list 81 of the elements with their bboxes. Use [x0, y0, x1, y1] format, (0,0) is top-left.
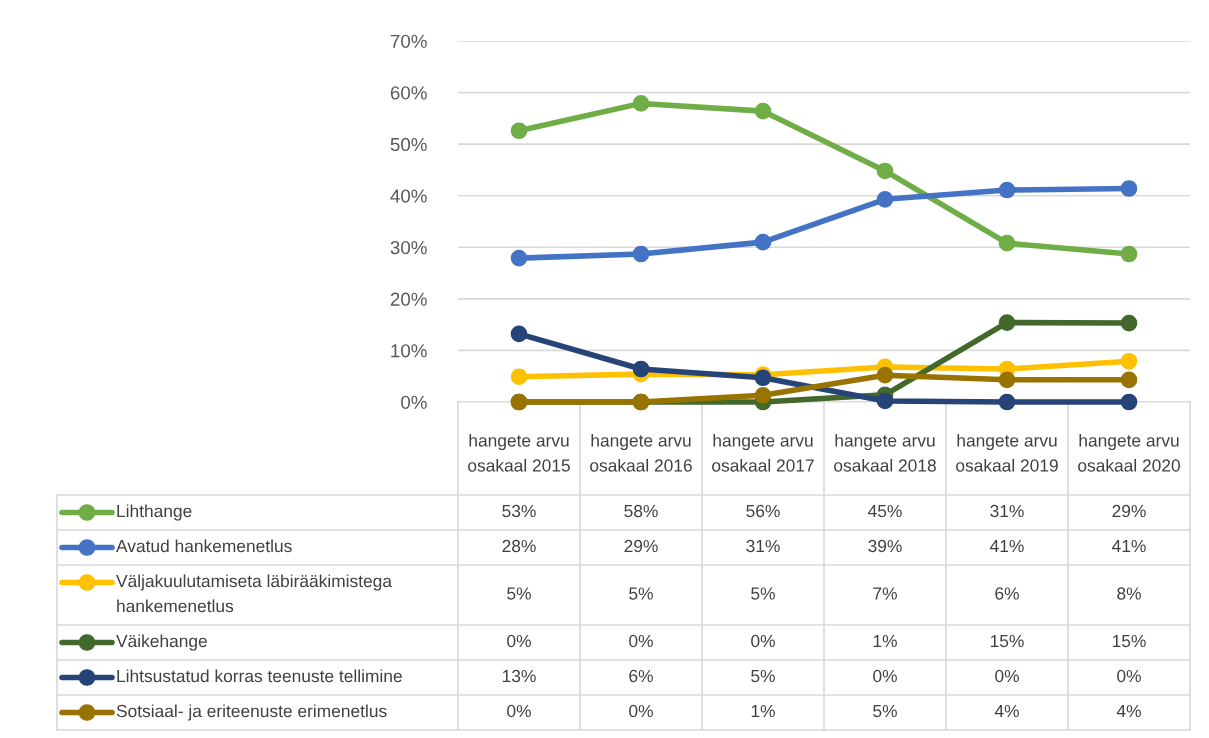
- legend-label: Väikehange: [116, 634, 207, 651]
- data-label: 31%: [746, 539, 780, 553]
- point: [510, 122, 528, 140]
- data-label: 0%: [507, 704, 531, 718]
- point: [754, 102, 772, 120]
- point: [754, 233, 772, 251]
- data-label: 39%: [868, 539, 902, 553]
- point: [998, 371, 1016, 389]
- data-label: 5%: [873, 704, 897, 718]
- point: [1120, 393, 1138, 411]
- point: [998, 181, 1016, 199]
- data-label: 45%: [868, 504, 902, 518]
- data-label: 31%: [990, 504, 1024, 518]
- point: [1120, 314, 1138, 332]
- data-label: 53%: [502, 504, 536, 518]
- point: [876, 190, 894, 208]
- point: [998, 393, 1016, 411]
- y-tick-label: 30%: [390, 240, 427, 255]
- data-label: 0%: [873, 669, 897, 683]
- point: [876, 162, 894, 180]
- data-label: 6%: [995, 587, 1019, 600]
- point: [510, 325, 528, 343]
- legend-label: Väljakuulutamiseta läbirääkimistega hankemenetlus: [116, 574, 392, 613]
- data-label: 0%: [629, 704, 653, 718]
- data-label: 0%: [507, 634, 531, 648]
- data-label: 29%: [1112, 504, 1146, 518]
- data-label: 58%: [624, 504, 658, 518]
- y-tick-label: 10%: [391, 344, 427, 358]
- data-label: 5%: [629, 587, 653, 600]
- data-label: 5%: [751, 587, 775, 600]
- data-label: 7%: [873, 587, 897, 600]
- data-label: 13%: [502, 669, 536, 683]
- data-label: 1%: [873, 634, 897, 648]
- x-tick-label: hangete arvu osakaal 2020: [1078, 433, 1180, 472]
- x-tick-label: hangete arvu osakaal 2017: [712, 433, 814, 472]
- legend-label: Avatud hankemenetlus: [116, 539, 292, 553]
- data-label: 8%: [1117, 587, 1141, 600]
- data-label: 0%: [995, 669, 1019, 683]
- x-tick-label: hangete arvu osakaal 2016: [590, 433, 692, 472]
- point: [1120, 371, 1138, 389]
- point: [876, 366, 894, 384]
- legend-label: Sotsiaal- ja eriteenuste erimenetlus: [116, 704, 387, 721]
- data-label: 15%: [1112, 634, 1146, 648]
- point: [1120, 245, 1138, 263]
- y-tick-label: 0%: [401, 395, 427, 409]
- data-label: 15%: [990, 634, 1024, 648]
- data-label: 0%: [1117, 669, 1141, 683]
- point: [998, 314, 1016, 331]
- y-tick-label: 60%: [390, 86, 427, 100]
- data-label: 5%: [751, 669, 775, 683]
- data-label: 6%: [629, 669, 653, 683]
- legend-label: Lihtsustatud korras teenuste tellimine: [117, 669, 402, 683]
- data-label: 0%: [629, 634, 653, 648]
- data-label: 1%: [751, 704, 775, 718]
- data-label: 4%: [994, 704, 1019, 718]
- y-tick-label: 20%: [390, 292, 427, 306]
- data-label: 29%: [624, 539, 658, 553]
- point: [510, 249, 528, 267]
- x-tick-label: hangete arvu osakaal 2018: [834, 433, 936, 472]
- data-label: 0%: [751, 634, 775, 648]
- point: [510, 368, 528, 386]
- point: [632, 95, 650, 112]
- point: [632, 360, 650, 378]
- data-label: 41%: [1112, 539, 1146, 553]
- point: [1120, 180, 1138, 197]
- data-label: 56%: [746, 504, 780, 518]
- y-tick-label: 50%: [390, 137, 427, 152]
- y-tick-label: 40%: [390, 189, 427, 203]
- x-tick-label: hangete arvu osakaal 2015: [468, 433, 570, 472]
- legend-label: Lihthange: [117, 504, 192, 521]
- data-label: 5%: [507, 587, 531, 600]
- data-label: 41%: [990, 539, 1024, 553]
- data-label: 28%: [502, 539, 536, 553]
- y-tick-label: 70%: [390, 34, 427, 48]
- data-label: 4%: [1116, 704, 1141, 718]
- point: [632, 245, 650, 263]
- point: [1120, 352, 1138, 370]
- point: [754, 386, 772, 404]
- point: [998, 234, 1016, 252]
- x-tick-label: hangete arvu osakaal 2019: [956, 433, 1058, 472]
- point: [876, 392, 894, 410]
